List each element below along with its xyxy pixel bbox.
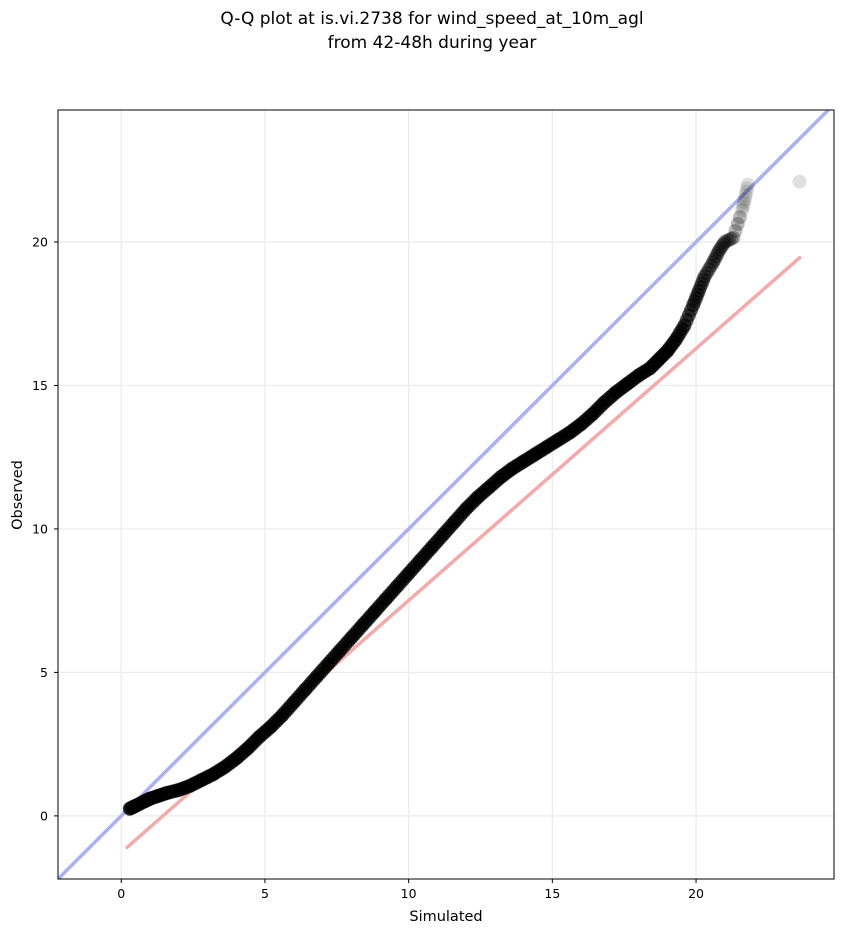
quantile-point — [704, 258, 719, 273]
x-tick-label: 15 — [544, 886, 560, 901]
quantile-points — [122, 174, 807, 816]
x-tick-label: 20 — [688, 886, 704, 901]
quantile-point — [712, 243, 727, 258]
quantile-point — [736, 197, 751, 212]
quantile-point — [717, 234, 732, 249]
reference-lines — [58, 110, 831, 879]
quantile-point — [724, 231, 739, 246]
chart-title: Q-Q plot at is.vi.2738 for wind_speed_at… — [220, 9, 643, 29]
grid — [58, 110, 834, 879]
quantile-point — [728, 223, 743, 238]
y-tick-label: 0 — [40, 808, 48, 823]
quantile-point — [740, 177, 755, 192]
y-tick-label: 5 — [40, 665, 48, 680]
quantile-point — [739, 184, 754, 199]
quantile-point — [735, 200, 750, 215]
quantile-point — [697, 269, 712, 284]
quantile-point — [710, 246, 725, 261]
quantile-point — [737, 194, 752, 209]
chart-subtitle: from 42-48h during year — [328, 33, 537, 53]
quantile-point — [713, 241, 728, 256]
y-tick-label: 15 — [32, 378, 48, 393]
quantile-point — [792, 174, 807, 189]
quantile-point — [706, 255, 721, 270]
x-tick-label: 0 — [117, 886, 125, 901]
quantile-point — [709, 249, 724, 264]
x-axis-label: Simulated — [409, 909, 482, 925]
y-tick-label: 20 — [32, 234, 48, 249]
quantile-point — [701, 262, 716, 277]
quantile-point — [719, 233, 734, 248]
quantile-point — [716, 237, 731, 252]
quantile-point — [707, 252, 722, 267]
x-axis-ticks: 0 5 10 15 20 — [117, 879, 704, 901]
y-axis-ticks: 0 5 10 15 20 — [32, 234, 58, 823]
x-tick-label: 5 — [261, 886, 269, 901]
quantile-point — [740, 181, 755, 196]
quantile-point — [732, 210, 747, 225]
quantile-point — [737, 191, 752, 206]
quantile-point — [722, 232, 737, 247]
x-tick-label: 10 — [401, 886, 417, 901]
y-tick-label: 10 — [32, 521, 48, 536]
quantile-point — [714, 239, 729, 254]
plot-frame — [57, 109, 835, 880]
quantile-point — [735, 203, 750, 218]
quantile-point — [730, 217, 745, 232]
y-axis-label: Observed — [10, 460, 26, 530]
quantile-point — [699, 265, 714, 280]
quantile-point — [738, 188, 753, 203]
identity-line — [58, 110, 831, 879]
quantile-point — [726, 230, 741, 245]
